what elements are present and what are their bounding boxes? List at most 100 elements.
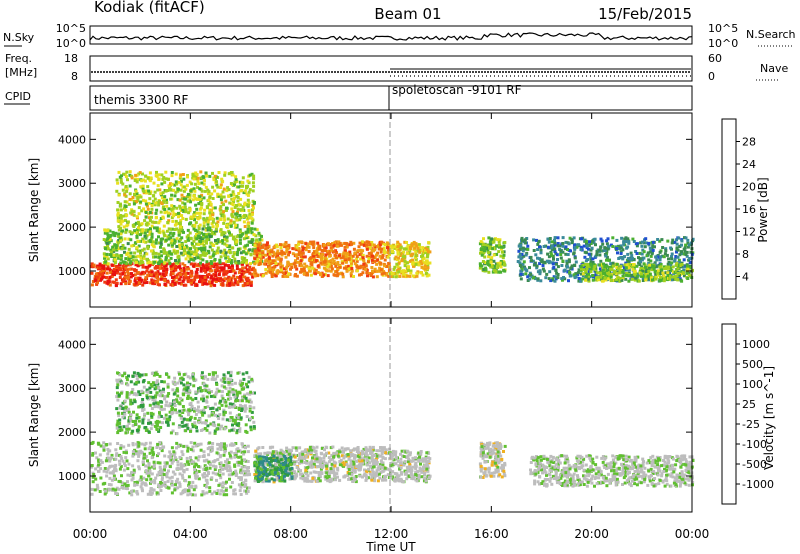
power-region-4-point [396, 240, 400, 244]
velocity-region-0-point [213, 490, 217, 494]
velocity-region-0-point [200, 493, 204, 497]
power-region-1-point [223, 231, 227, 235]
power-region-2-point [171, 219, 175, 223]
power-region-1-point [224, 237, 228, 241]
velocity-region-0-point [114, 463, 118, 467]
power-region-3-point [365, 254, 369, 258]
power-region-3-point [357, 245, 361, 249]
velocity-region-0-point [231, 472, 235, 476]
power-region-2-point [196, 179, 200, 183]
power-region-3-point [258, 262, 262, 265]
velocity-region-0-point [213, 468, 217, 471]
power-region-6-point [638, 263, 642, 267]
power-region-1-point [127, 237, 131, 241]
power-region-2-point [146, 207, 150, 211]
power-region-2-point [219, 208, 223, 212]
velocity-region-0-point [228, 454, 232, 458]
power-region-2-point [173, 183, 177, 187]
velocity-region-1-point [161, 421, 164, 425]
power-region-1-point [251, 243, 255, 246]
power-region-4-point [418, 245, 422, 249]
power-region-1-point [160, 254, 163, 258]
noise-right-label: N.Search [746, 28, 796, 41]
power-region-7-point [627, 262, 631, 266]
power-region-2-point [159, 210, 163, 214]
velocity-region-1-point [153, 399, 157, 403]
power-region-6-point [621, 248, 625, 252]
power-region-2-point [200, 189, 204, 193]
power-region-0-point [112, 280, 116, 284]
power-region-1-point [127, 257, 131, 261]
power-region-2-point [136, 220, 140, 224]
power-region-7-point [596, 271, 600, 275]
power-region-2-point [197, 182, 201, 186]
velocity-region-0-point [211, 471, 215, 475]
power-region-6-point [683, 246, 687, 250]
velocity-region-0-point [176, 486, 180, 490]
power-region-6-point [524, 241, 528, 245]
power-region-1-point [237, 247, 241, 251]
power-region-0-point [233, 277, 237, 281]
power-region-1-point [202, 253, 206, 257]
power-region-3-point [280, 268, 283, 272]
velocity-region-0-point [124, 486, 128, 490]
velocity-region-0-point [128, 474, 132, 478]
power-region-1-point [104, 247, 107, 251]
power-region-0-point [133, 283, 137, 287]
velocity-region-0-point [150, 472, 154, 476]
power-region-2-point [153, 190, 157, 194]
velocity-region-0-point [186, 489, 190, 493]
power-region-1-point [112, 248, 116, 252]
velocity-region-0-point [216, 458, 220, 462]
velocity-region-0-point [187, 481, 191, 485]
power-region-6-point [532, 238, 536, 242]
power-region-3-point [281, 274, 285, 278]
power-region-1-point [104, 238, 108, 242]
power-region-3-point [365, 247, 369, 251]
power-region-2-point [133, 199, 136, 203]
power-region-3-point [263, 262, 267, 266]
velocity-region-0-point [219, 454, 222, 458]
power-region-2-point [239, 216, 243, 220]
power-region-1-point [197, 231, 201, 235]
power-region-0-point [162, 269, 166, 273]
power-region-7-point [581, 277, 585, 281]
power-region-1-point [225, 243, 229, 247]
power-region-2-point [223, 218, 227, 222]
velocity-region-0-point [108, 464, 112, 468]
power-region-6-point [588, 240, 591, 244]
velocity-region-0-point [119, 455, 123, 459]
power-region-6-point [591, 257, 595, 261]
power-region-0-point [113, 271, 117, 275]
power-region-2-point [209, 202, 213, 206]
power-region-7-point [651, 264, 655, 268]
velocity-region-1-point [231, 403, 235, 407]
power-region-2-point [195, 173, 199, 176]
velocity-region-0-point [148, 469, 152, 473]
velocity-region-0-point [227, 464, 231, 468]
power-region-7-point [582, 268, 586, 272]
power-region-7-point [666, 271, 670, 275]
power-region-0-point [154, 266, 158, 270]
noise-left-tick-top: 10^5 [56, 22, 86, 35]
power-region-0-point [112, 267, 116, 271]
power-region-1-point [228, 231, 231, 235]
velocity-region-0-point [114, 457, 118, 461]
power-region-6-point [572, 252, 576, 256]
power-region-6-point [524, 272, 528, 276]
power-region-0-point [179, 273, 182, 277]
velocity-region-0-point [116, 442, 120, 445]
power-region-1-point [219, 249, 223, 253]
power-region-2-point [174, 190, 178, 194]
power-region-0-point [113, 273, 116, 277]
power-region-2-point [119, 202, 122, 206]
power-region-3-point [339, 256, 343, 260]
power-region-6-point [561, 259, 565, 263]
power-region-2-point [232, 221, 236, 225]
power-region-3-point [307, 245, 311, 249]
power-region-1-point [158, 259, 162, 263]
power-region-2-point [207, 198, 211, 202]
power-region-2-point [196, 176, 200, 180]
power-region-1-point [130, 244, 134, 248]
power-region-2-point [146, 176, 150, 180]
